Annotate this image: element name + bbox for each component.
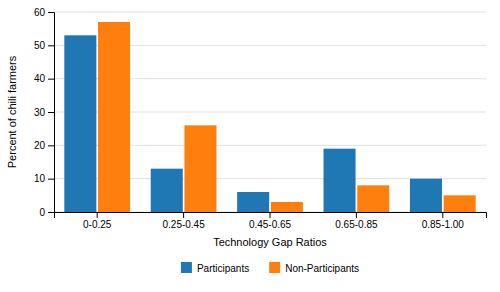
y-tick-mark bbox=[48, 45, 54, 46]
y-axis: 0 10 20 30 40 50 60 bbox=[34, 7, 55, 218]
y-tick-label: 60 bbox=[34, 7, 46, 18]
legend-swatch bbox=[269, 262, 280, 273]
y-tick: 20 bbox=[34, 140, 54, 151]
legend-label: Non-Participants bbox=[285, 263, 359, 274]
y-tick-mark bbox=[48, 12, 54, 13]
bar-series bbox=[98, 22, 476, 212]
y-tick: 60 bbox=[34, 7, 54, 18]
bar bbox=[271, 202, 303, 212]
y-tick-mark bbox=[48, 145, 54, 146]
x-tick-mark bbox=[97, 212, 98, 218]
y-axis-title: Percent of chili farmers bbox=[6, 55, 18, 168]
bar bbox=[324, 149, 356, 212]
chart: 0 10 20 30 40 50 60 0-0.25 0.25-0.45 0.45-0.65 0.6… bbox=[0, 0, 500, 292]
x-axis: 0-0.25 0.25-0.45 0.45-0.65 0.65-0.85 0.85-1.… bbox=[55, 212, 487, 230]
y-tick-mark bbox=[48, 212, 54, 213]
plot: 0 10 20 30 40 50 60 0-0.25 0.25-0.45 0.45-0.65 0.6… bbox=[6, 7, 487, 248]
x-axis-title: Technology Gap Ratios bbox=[213, 236, 327, 248]
legend-item: Non-Participants bbox=[269, 262, 359, 274]
y-tick: 10 bbox=[34, 173, 54, 184]
y-tick-mark bbox=[48, 179, 54, 180]
y-tick-label: 10 bbox=[34, 173, 46, 184]
x-tick-mark bbox=[356, 212, 357, 218]
legend: Participants Non-Participants bbox=[181, 262, 359, 274]
y-tick: 0 bbox=[39, 207, 54, 218]
y-tick: 30 bbox=[34, 107, 54, 118]
y-tick: 50 bbox=[34, 40, 54, 51]
bar bbox=[357, 185, 389, 212]
x-tick-label: 0.25-0.45 bbox=[162, 219, 205, 230]
y-tick-label: 50 bbox=[34, 40, 46, 51]
y-tick: 40 bbox=[34, 73, 54, 84]
y-tick-label: 20 bbox=[34, 140, 46, 151]
x-tick: 0.85-1.00 bbox=[422, 212, 465, 230]
legend-swatch bbox=[181, 262, 192, 273]
grid bbox=[54, 12, 486, 212]
x-tick: 0-0.25 bbox=[83, 212, 112, 230]
bar bbox=[151, 169, 183, 212]
x-tick-mark bbox=[442, 212, 443, 218]
x-tick-label: 0.85-1.00 bbox=[422, 219, 465, 230]
bar bbox=[410, 179, 442, 212]
x-tick: 0.65-0.85 bbox=[335, 212, 378, 230]
bar bbox=[237, 192, 269, 212]
grid-line bbox=[54, 12, 486, 13]
x-tick-mark bbox=[270, 212, 271, 218]
y-tick-label: 30 bbox=[34, 107, 46, 118]
bar bbox=[184, 125, 216, 212]
y-tick-mark bbox=[48, 112, 54, 113]
legend-item: Participants bbox=[181, 262, 249, 274]
x-tick-label: 0.65-0.85 bbox=[335, 219, 378, 230]
bar bbox=[98, 22, 130, 212]
y-axis-line bbox=[48, 13, 55, 213]
y-tick-label: 40 bbox=[34, 73, 46, 84]
y-tick-label: 0 bbox=[39, 207, 45, 218]
y-tick-mark bbox=[48, 79, 54, 80]
x-tick: 0.25-0.45 bbox=[162, 212, 205, 230]
x-tick-label: 0.45-0.65 bbox=[249, 219, 292, 230]
bar bbox=[64, 35, 96, 212]
x-tick-label: 0-0.25 bbox=[83, 219, 112, 230]
bar bbox=[444, 195, 476, 212]
x-tick: 0.45-0.65 bbox=[249, 212, 292, 230]
x-axis-line bbox=[55, 213, 487, 219]
x-tick-mark bbox=[183, 212, 184, 218]
legend-label: Participants bbox=[197, 263, 249, 274]
bars bbox=[64, 22, 475, 212]
